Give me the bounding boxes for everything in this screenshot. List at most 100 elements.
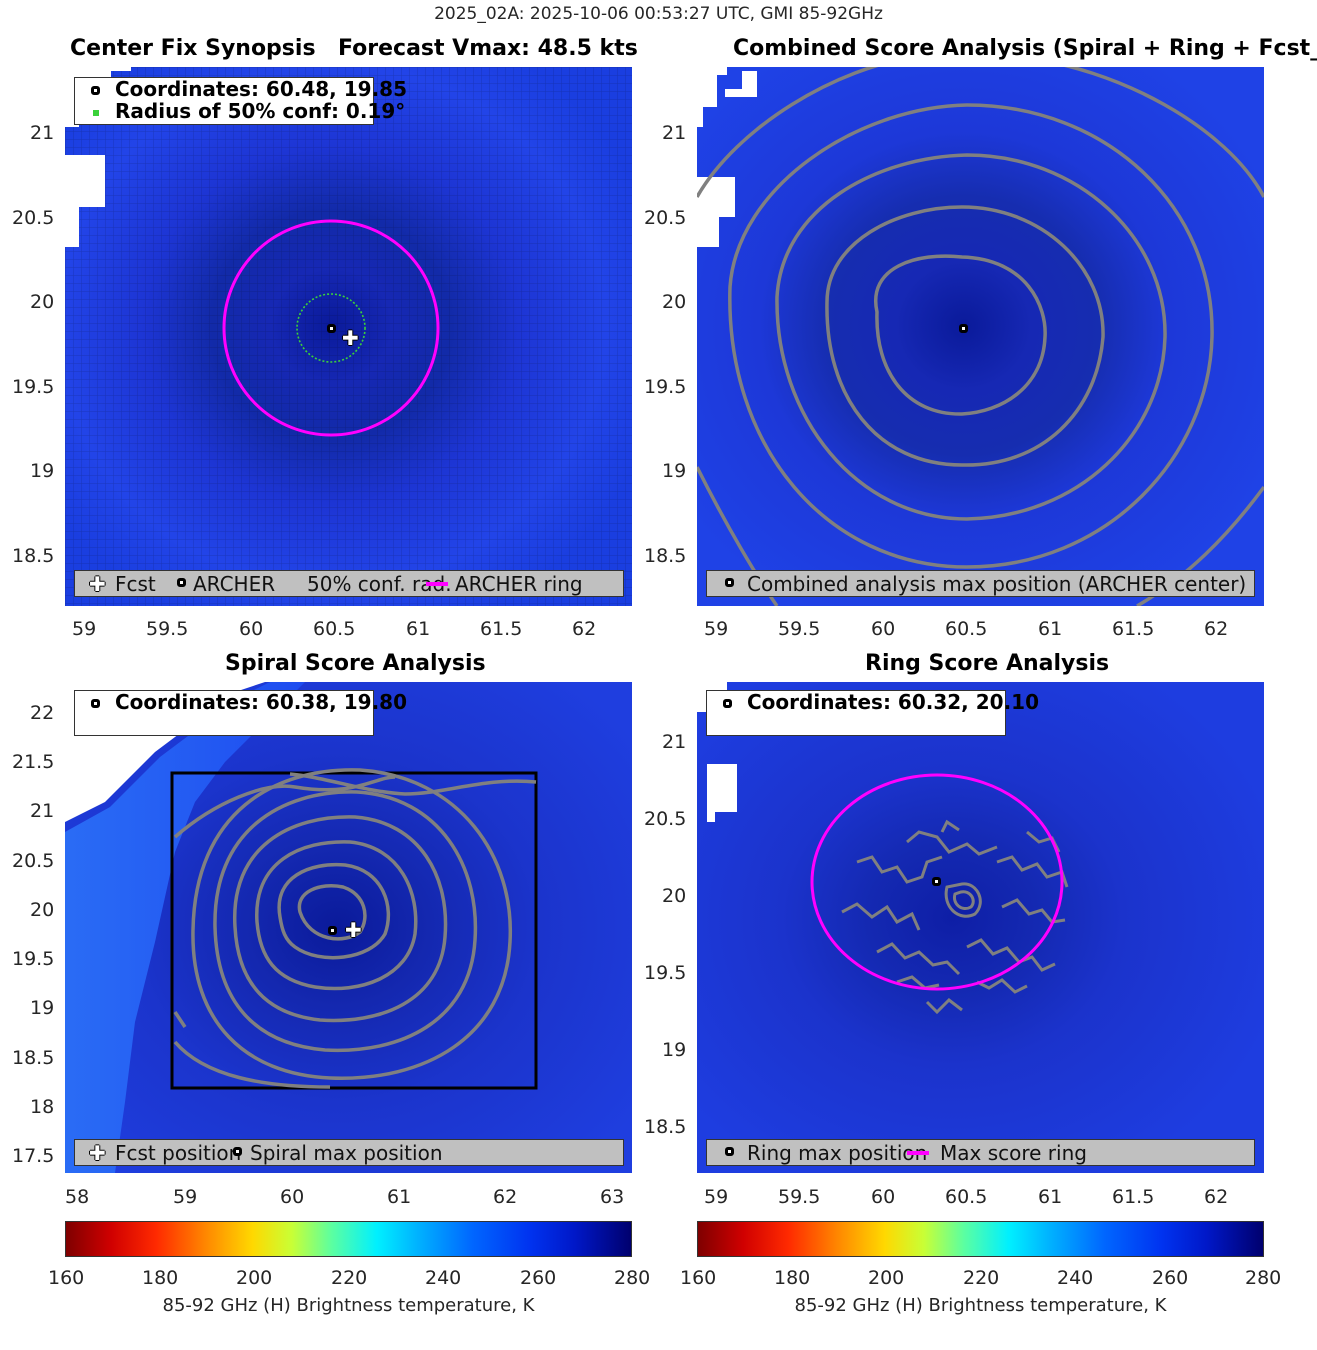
p3-ytick-20: 20 [30, 899, 55, 921]
p4-xtick-60.5: 60.5 [945, 1186, 988, 1208]
panel3-title: Spiral Score Analysis [225, 651, 486, 676]
panel2-plot-area [697, 67, 1264, 606]
max-score-ring [810, 773, 1064, 991]
colorbar-right [697, 1221, 1264, 1257]
panel3-coordinates: Coordinates: 60.38, 19.80 [115, 690, 408, 714]
fcst-legend-cross-icon: ✚ [89, 572, 106, 596]
p4-xtick-62: 62 [1204, 1186, 1229, 1208]
p3-xtick-61: 61 [387, 1186, 412, 1208]
p3-ytick-17.5: 17.5 [12, 1145, 55, 1167]
panel3-svg [65, 682, 632, 1173]
p4-ytick-20: 20 [662, 885, 687, 907]
spiral-fcst-cross-marker: ✚ [345, 918, 362, 942]
panel1-coordinates: Coordinates: 60.48, 19.85 [115, 77, 408, 101]
ring-info-marker [723, 699, 732, 708]
p1-ytick-19.5: 19.5 [12, 376, 55, 398]
p2-ytick-20.5: 20.5 [644, 207, 687, 229]
panel4-title: Ring Score Analysis [865, 651, 1110, 676]
p4-xtick-59: 59 [704, 1186, 729, 1208]
p4-ytick-19: 19 [662, 1039, 687, 1061]
spiral-max-marker [328, 926, 337, 935]
panel4-coordinates: Coordinates: 60.32, 20.10 [747, 690, 1040, 714]
p2-xtick-61.5: 61.5 [1112, 618, 1155, 640]
panel2-title: Combined Score Analysis (Spiral + Ring +… [733, 36, 1317, 61]
p2-xtick-59.5: 59.5 [778, 618, 821, 640]
p1-ytick-18.5: 18.5 [12, 545, 55, 567]
p3-ytick-20.5: 20.5 [12, 850, 55, 872]
p3-ytick-21: 21 [30, 800, 55, 822]
p1-xtick-61: 61 [406, 618, 431, 640]
conf-radius-circle [296, 293, 366, 363]
p3-ytick-19: 19 [30, 997, 55, 1019]
p2-ytick-19.5: 19.5 [644, 376, 687, 398]
p1-xtick-62: 62 [572, 618, 597, 640]
p2-xtick-61: 61 [1038, 618, 1063, 640]
cbar-right-tick-220: 220 [963, 1267, 1000, 1289]
p4-ytick-20.5: 20.5 [644, 808, 687, 830]
panel4-legend: Ring max position Max score ring [706, 1139, 1255, 1166]
p3-ytick-18: 18 [30, 1096, 55, 1118]
p1-xtick-59.5: 59.5 [146, 618, 189, 640]
p3-xtick-63: 63 [600, 1186, 625, 1208]
legend-archer-label: ARCHER [193, 572, 276, 596]
p4-ytick-19.5: 19.5 [644, 962, 687, 984]
spiral-fcst-legend-cross-icon: ✚ [89, 1141, 106, 1165]
combined-legend-icon [725, 578, 734, 587]
panel4-plot-area [697, 682, 1264, 1173]
p4-ytick-21: 21 [662, 731, 687, 753]
p4-ytick-18.5: 18.5 [644, 1116, 687, 1138]
p2-ytick-20: 20 [662, 291, 687, 313]
panel2-svg [697, 67, 1264, 606]
spiral-score-contours [173, 768, 537, 1089]
panel2-legend: Combined analysis max position (ARCHER c… [706, 570, 1255, 597]
p2-xtick-62: 62 [1204, 618, 1229, 640]
archer-center-marker [327, 324, 336, 333]
p2-ytick-21: 21 [662, 122, 687, 144]
p3-ytick-22: 22 [30, 702, 55, 724]
cbar-right-tick-280: 280 [1245, 1267, 1282, 1289]
spiral-info-marker [91, 699, 100, 708]
max-score-ring-legend-line-icon [907, 1151, 929, 1155]
p4-xtick-60: 60 [871, 1186, 896, 1208]
cbar-left-tick-200: 200 [236, 1267, 273, 1289]
colorbar-left-label: 85-92 GHz (H) Brightness temperature, K [162, 1295, 535, 1316]
panel1-legend: ✚ Fcst ARCHER 50% conf. rad. ARCHER ring [74, 570, 624, 597]
legend-fcst-label: Fcst [115, 572, 156, 596]
panel3-info-box: Coordinates: 60.38, 19.80 [74, 690, 407, 736]
panel1-radius: Radius of 50% conf: 0.19° [115, 99, 406, 123]
p4-xtick-61.5: 61.5 [1112, 1186, 1155, 1208]
panel1-svg [65, 67, 632, 606]
p3-xtick-58: 58 [65, 1186, 90, 1208]
cbar-left-tick-180: 180 [142, 1267, 179, 1289]
p3-ytick-18.5: 18.5 [12, 1047, 55, 1069]
archer-legend-icon [177, 578, 186, 587]
cbar-left-tick-160: 160 [48, 1267, 85, 1289]
p1-xtick-60: 60 [239, 618, 264, 640]
panel1-vmax-title: Forecast Vmax: 48.5 kts [338, 36, 638, 61]
cbar-left-tick-260: 260 [520, 1267, 557, 1289]
panel4-info-box: Coordinates: 60.32, 20.10 [706, 690, 1039, 736]
legend-ring-label: ARCHER ring [455, 572, 583, 596]
p2-xtick-60: 60 [871, 618, 896, 640]
archer-legend-marker [91, 86, 100, 95]
spiral-search-box [170, 771, 538, 1090]
panel1-title: Center Fix Synopsis [70, 36, 316, 61]
p4-xtick-61: 61 [1038, 1186, 1063, 1208]
ring-max-legend-icon [725, 1147, 734, 1156]
p4-xtick-59.5: 59.5 [778, 1186, 821, 1208]
panel3-legend: ✚ Fcst position Spiral max position [74, 1139, 624, 1166]
ring-max-marker [932, 877, 941, 886]
cbar-right-tick-260: 260 [1152, 1267, 1189, 1289]
panel3-plot-area [65, 682, 632, 1173]
p3-xtick-60: 60 [280, 1186, 305, 1208]
figure-suptitle: 2025_02A: 2025-10-06 00:53:27 UTC, GMI 8… [434, 4, 883, 24]
cbar-left-tick-240: 240 [425, 1267, 462, 1289]
p3-xtick-59: 59 [173, 1186, 198, 1208]
p2-xtick-60.5: 60.5 [945, 618, 988, 640]
spiral-legend-icon [233, 1147, 242, 1156]
archer-ring [222, 219, 440, 437]
p3-ytick-19.5: 19.5 [12, 948, 55, 970]
p2-ytick-18.5: 18.5 [644, 545, 687, 567]
panel1-plot-area [65, 67, 632, 606]
panel1-info-box: Coordinates: 60.48, 19.85 Radius of 50% … [74, 77, 407, 125]
